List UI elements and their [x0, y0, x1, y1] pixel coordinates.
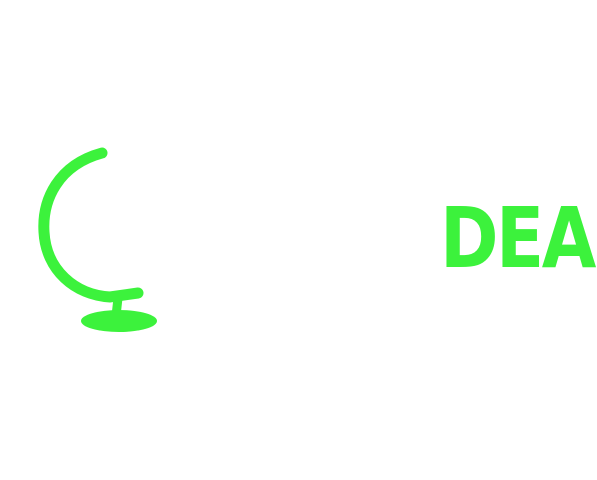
logo-text: DEA	[440, 189, 596, 287]
globe-stand-icon	[38, 147, 157, 332]
